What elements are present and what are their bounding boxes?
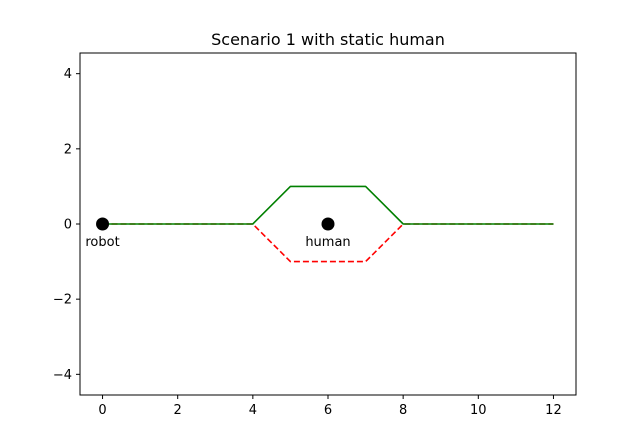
axis-layer: 0 2 4 6 8 10 12 −4 −2 0 2 4 (53, 67, 562, 418)
x-tick-label: 0 (98, 403, 106, 418)
y-tick-label: 0 (64, 218, 72, 233)
chart-title: Scenario 1 with static human (211, 30, 445, 49)
y-tick-label: 4 (64, 67, 72, 82)
x-tick-label: 10 (470, 403, 487, 418)
x-tick-label: 6 (324, 403, 332, 418)
y-tick-label: −4 (53, 368, 72, 383)
x-tick-label: 4 (249, 403, 257, 418)
point-label-human: human (305, 235, 350, 250)
x-tick-label: 8 (399, 403, 407, 418)
y-tick-label: −2 (53, 293, 72, 308)
plot-layer: robot human (85, 185, 554, 263)
point-marker-robot (96, 217, 110, 231)
point-marker-human (321, 217, 335, 231)
point-label-robot: robot (85, 235, 119, 250)
x-tick-label: 12 (545, 403, 562, 418)
series-line-1 (102, 185, 554, 225)
y-tick-label: 2 (64, 142, 72, 157)
x-tick-label: 2 (174, 403, 182, 418)
